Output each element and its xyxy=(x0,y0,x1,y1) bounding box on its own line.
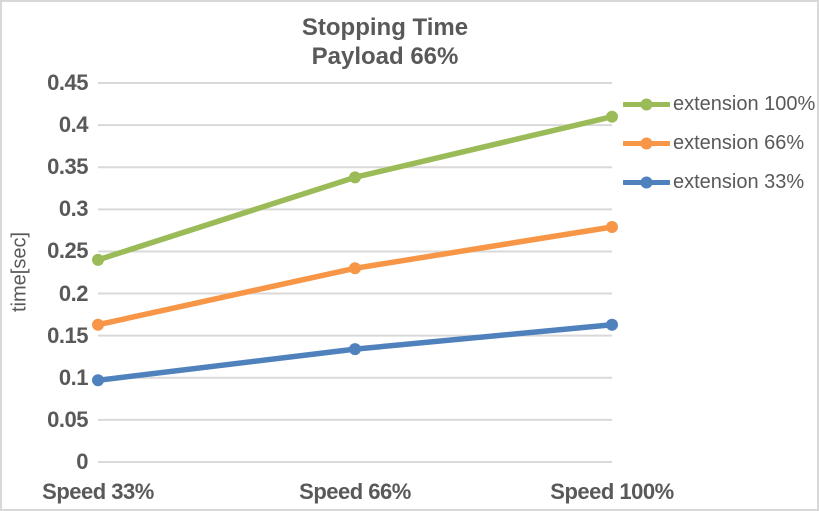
y-tick-label: 0.35 xyxy=(47,154,88,179)
x-category-label: Speed 33% xyxy=(42,479,154,504)
data-point-marker xyxy=(92,374,104,387)
data-point-marker xyxy=(349,262,361,275)
data-point-marker xyxy=(606,110,618,123)
data-point-marker xyxy=(606,318,618,331)
x-category-label: Speed 66% xyxy=(299,479,411,504)
y-tick-label: 0.05 xyxy=(47,407,88,432)
y-tick-label: 0.25 xyxy=(47,238,88,263)
legend-item: extension 33% xyxy=(623,163,815,202)
y-tick-label: 0.3 xyxy=(58,196,89,221)
legend-line-marker-icon xyxy=(623,137,670,150)
data-point-marker xyxy=(92,253,104,266)
legend-label: extension 66% xyxy=(673,132,805,154)
legend: extension 100% extension 66% extension 3… xyxy=(623,85,815,202)
series-line-1 xyxy=(95,224,615,328)
legend-line-marker-icon xyxy=(623,98,670,111)
y-tick-label: 0 xyxy=(76,449,88,474)
x-category-label: Speed 100% xyxy=(550,479,674,504)
legend-label: extension 33% xyxy=(673,171,805,193)
legend-item: extension 66% xyxy=(623,124,815,163)
legend-item: extension 100% xyxy=(623,85,815,124)
chart-subtitle: Payload 66% xyxy=(311,43,459,70)
y-tick-label: 0.15 xyxy=(47,323,88,348)
data-point-marker xyxy=(349,343,361,356)
chart-title-block: Stopping Time Payload 66% xyxy=(2,13,768,71)
data-point-marker xyxy=(606,221,618,234)
data-point-marker xyxy=(349,171,361,184)
legend-label: extension 100% xyxy=(673,93,816,115)
y-tick-label: 0.4 xyxy=(58,112,89,137)
y-tick-label: 0.2 xyxy=(58,281,89,306)
legend-line-marker-icon xyxy=(623,176,670,189)
chart-title: Stopping Time xyxy=(301,14,469,41)
y-tick-label: 0.1 xyxy=(58,365,89,390)
data-point-marker xyxy=(92,318,104,331)
y-tick-label: 0.45 xyxy=(47,70,88,95)
